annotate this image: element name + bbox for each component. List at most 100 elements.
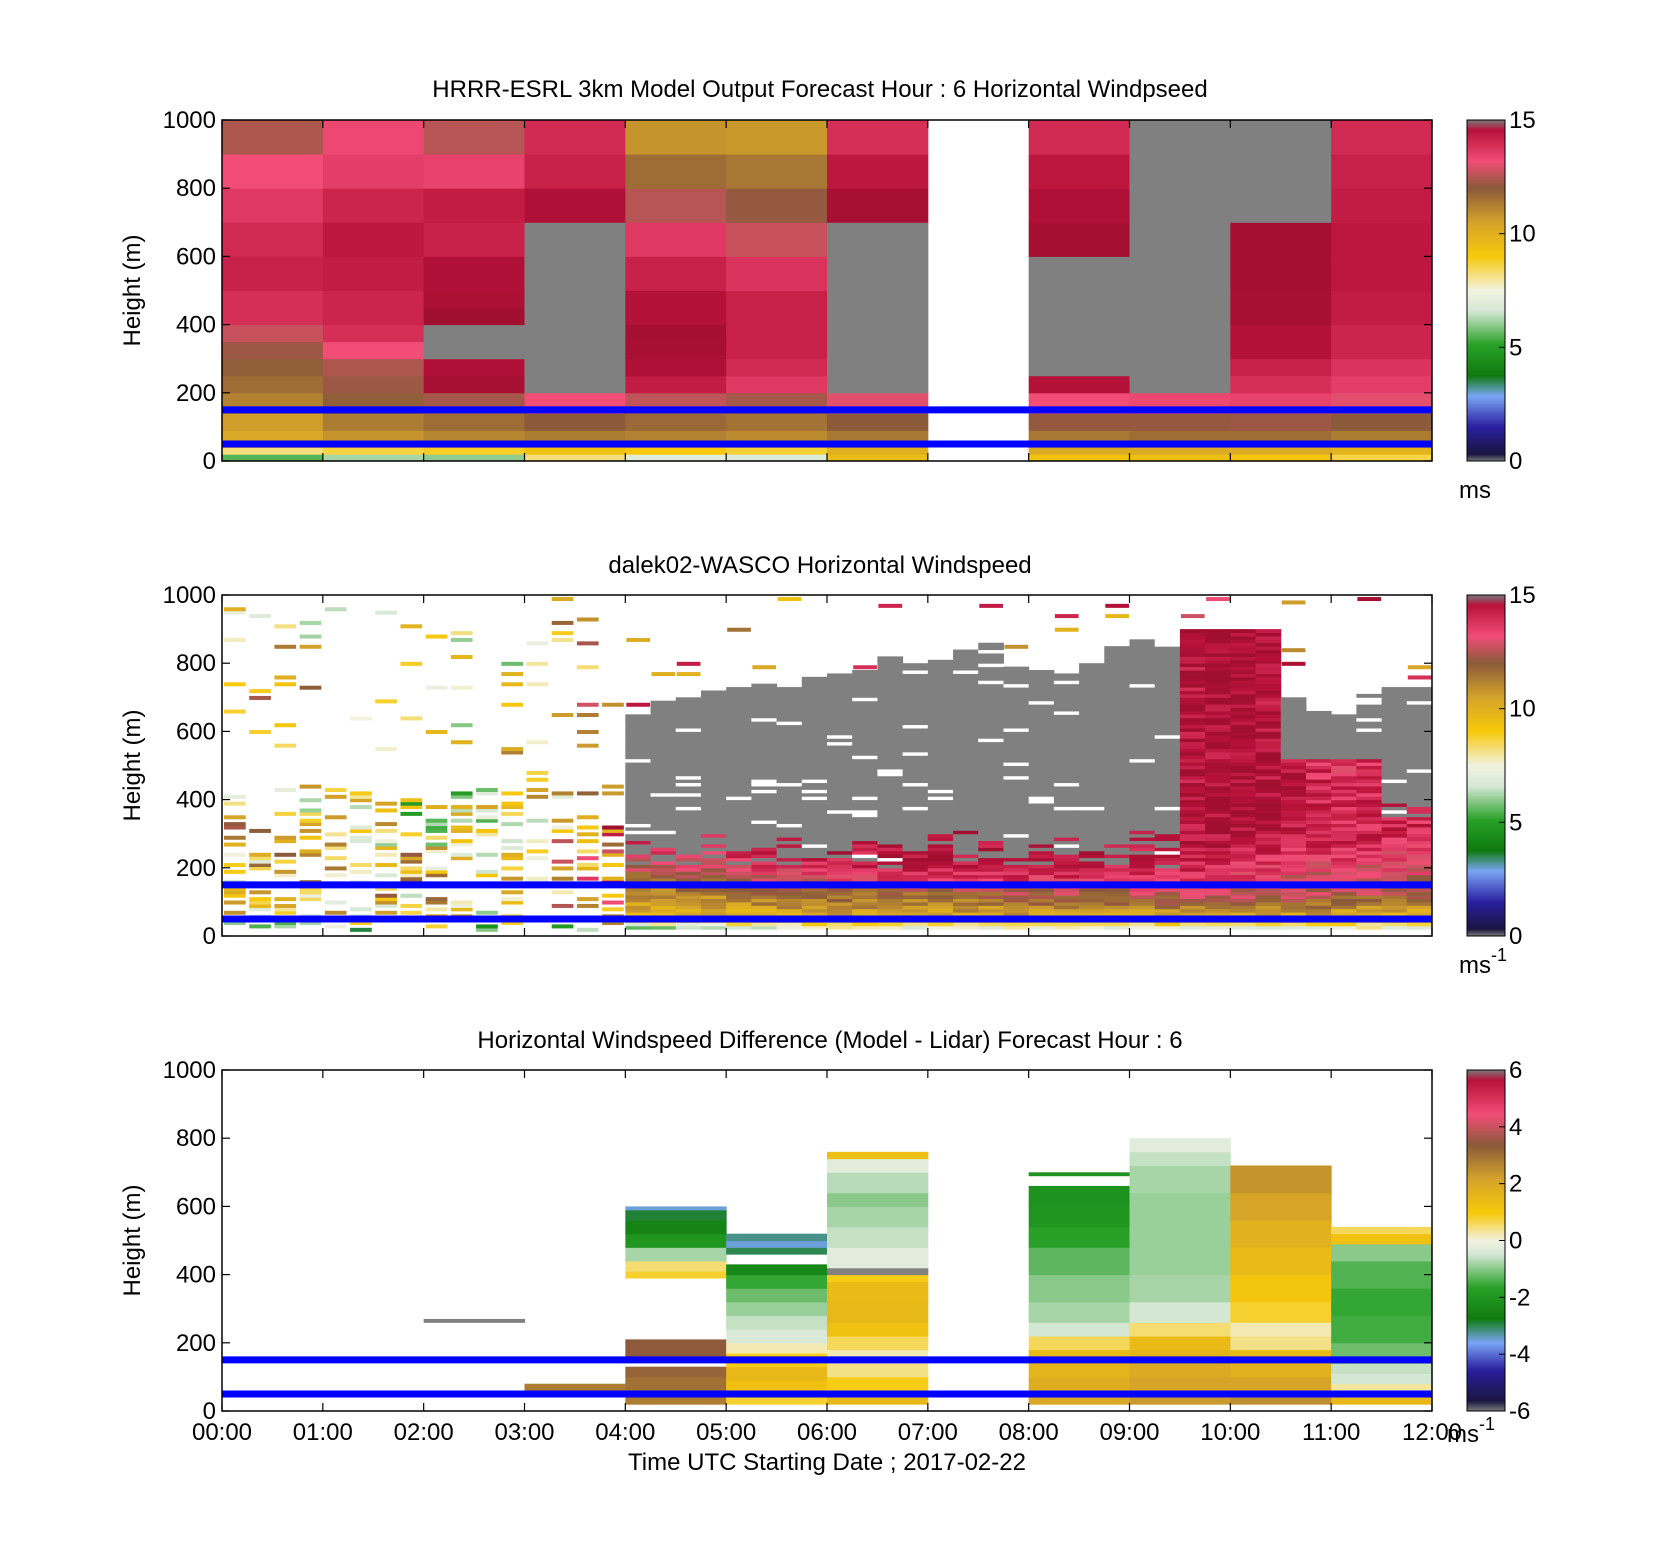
heatmap-cell <box>650 864 677 869</box>
heatmap-cell <box>978 813 1004 818</box>
heatmap-cell <box>700 704 727 709</box>
heatmap-cell <box>1331 854 1357 859</box>
heatmap-cell <box>1179 779 1206 784</box>
heatmap-cell <box>1028 874 1055 879</box>
heatmap-cell <box>776 901 803 906</box>
heatmap-cell <box>1179 673 1206 678</box>
heatmap-cell <box>1053 789 1080 794</box>
heatmap-cell <box>726 779 752 784</box>
heatmap-cell <box>902 697 929 702</box>
heatmap-cell <box>877 762 904 766</box>
heatmap-cell <box>751 755 778 760</box>
heatmap-cell <box>1406 741 1433 746</box>
heatmap-cell <box>1331 413 1433 431</box>
heatmap-cell <box>726 256 828 291</box>
heatmap-cell <box>1255 830 1282 835</box>
heatmap-cell <box>978 785 1004 790</box>
heatmap-cell <box>1129 826 1156 831</box>
heatmap-cell <box>1331 908 1357 913</box>
heatmap-cell <box>350 798 372 803</box>
heatmap-cell <box>1179 775 1206 780</box>
heatmap-cell <box>1381 796 1408 801</box>
heatmap-cell <box>1028 714 1055 719</box>
heatmap-cell <box>1154 823 1181 828</box>
heatmap-cell <box>476 791 498 796</box>
heatmap-cell <box>1381 840 1408 845</box>
heatmap-cell <box>727 627 751 632</box>
heatmap-cell <box>927 847 954 852</box>
heatmap-cell <box>852 864 878 869</box>
heatmap-cell <box>776 738 803 743</box>
heatmap-cell <box>1129 120 1231 394</box>
heatmap-cell <box>726 704 752 709</box>
heatmap-cell <box>650 727 677 732</box>
heatmap-cell <box>1356 693 1383 698</box>
heatmap-cell <box>726 785 752 790</box>
heatmap-cell <box>625 922 652 927</box>
heatmap-cell <box>1280 840 1307 845</box>
heatmap-cell <box>726 731 752 736</box>
heatmap-cell <box>1053 874 1080 879</box>
heatmap-cell <box>902 820 929 824</box>
heatmap-cell <box>1205 775 1231 780</box>
heatmap-cell <box>1205 687 1231 691</box>
heatmap-cell <box>1179 799 1206 804</box>
heatmap-cell <box>1028 860 1055 865</box>
heatmap-cell <box>1381 912 1408 917</box>
heatmap-cell <box>751 762 778 766</box>
heatmap-cell <box>222 430 324 442</box>
heatmap-cell <box>1104 745 1130 749</box>
heatmap-cell <box>1154 864 1181 869</box>
heatmap-cell <box>902 912 929 917</box>
heatmap-cell <box>751 823 778 828</box>
heatmap-cell <box>877 666 904 671</box>
x-axis-ticks <box>221 120 1433 461</box>
heatmap-cell <box>1407 665 1432 670</box>
heatmap-cell <box>324 842 347 847</box>
heatmap-cell <box>551 903 574 908</box>
heatmap-cell <box>776 714 803 719</box>
heatmap-cell <box>1331 833 1357 838</box>
heatmap-cell <box>551 712 574 717</box>
heatmap-cell <box>852 721 878 726</box>
y-tick-label: 200 <box>176 855 216 882</box>
heatmap-cell <box>978 874 1004 879</box>
heatmap-cell <box>776 779 803 784</box>
heatmap-cell <box>1179 796 1206 801</box>
heatmap-cell <box>1305 714 1332 719</box>
heatmap-cell <box>1104 666 1130 671</box>
heatmap-cell <box>1230 847 1257 852</box>
heatmap-cell <box>576 825 599 830</box>
heatmap-cell <box>1079 707 1105 712</box>
heatmap-cell <box>1154 646 1181 651</box>
heatmap-cell <box>1205 693 1231 698</box>
heatmap-cell <box>827 738 853 743</box>
heatmap-cell <box>953 649 979 654</box>
heatmap-cell <box>675 748 702 753</box>
heatmap-cell <box>978 765 1004 770</box>
heatmap-cell <box>927 840 954 845</box>
heatmap-cell <box>953 850 979 855</box>
heatmap-cell <box>1205 809 1231 814</box>
heatmap-cell <box>801 806 828 811</box>
heatmap-cell <box>827 895 853 899</box>
heatmap-cell <box>827 925 853 930</box>
heatmap-cell <box>953 775 979 780</box>
heatmap-cell <box>1205 663 1231 668</box>
heatmap-cell <box>626 702 651 707</box>
heatmap-cell <box>1280 717 1307 722</box>
heatmap-cell <box>274 835 297 840</box>
x-tick-label: 11:00 <box>1302 1419 1360 1446</box>
heatmap-cell <box>1028 430 1130 442</box>
heatmap-cell <box>827 860 853 865</box>
heatmap-cell <box>1129 860 1156 865</box>
heatmap-cell <box>1305 721 1332 726</box>
heatmap-cell <box>675 860 702 865</box>
heatmap-cell <box>1129 649 1156 654</box>
heatmap-cell <box>224 822 246 827</box>
heatmap-cell <box>852 714 878 719</box>
heatmap-cell <box>1305 823 1332 828</box>
heatmap-cell <box>927 745 954 749</box>
heatmap-cell <box>902 765 929 770</box>
